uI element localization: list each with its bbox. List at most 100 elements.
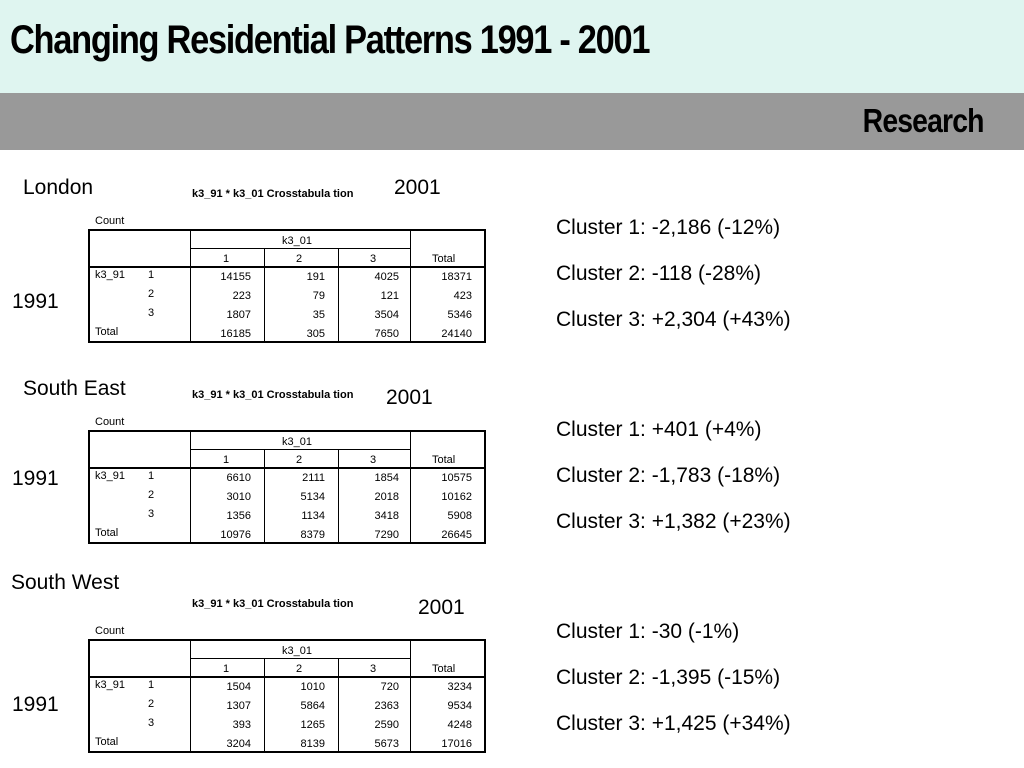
cluster-stat: Cluster 2: -1,783 (-18%)	[556, 464, 781, 487]
crosstab-table: k3_01 1 2 3 Total k3_91 1 2 3 Total 6610…	[88, 430, 486, 544]
cluster-stat: Cluster 2: -118 (-28%)	[556, 262, 762, 285]
table-cell: 3234	[447, 681, 472, 693]
table-cell: 5346	[447, 309, 472, 321]
page-title: Changing Residential Patterns 1991 - 200…	[10, 18, 650, 62]
table-cell: 10575	[441, 472, 472, 484]
region-label: London	[23, 176, 94, 199]
table-cell: 10162	[441, 491, 472, 503]
col-header: 3	[370, 253, 377, 265]
col-header: 1	[223, 253, 230, 265]
table-cell-total: 7650	[374, 328, 399, 340]
col-header: 2	[296, 454, 303, 466]
col-var-header: k3_01	[282, 436, 312, 448]
table-cell-total: 17016	[441, 738, 472, 750]
table-cell: 223	[232, 290, 251, 302]
year-1991-label: 1991	[12, 290, 59, 313]
table-cell-total: 5673	[374, 738, 399, 750]
table-cell: 35	[312, 309, 325, 321]
col-header: 1	[223, 454, 230, 466]
table-cell-total: 10976	[220, 529, 251, 541]
row-var-label: k3_91	[95, 269, 125, 281]
table-cell-total: 26645	[441, 529, 472, 541]
col-header: 2	[296, 663, 303, 675]
row-var-label: k3_91	[95, 679, 125, 691]
row-label: 3	[148, 307, 155, 319]
table-cell: 5908	[447, 510, 472, 522]
table-cell: 4025	[374, 271, 399, 283]
cluster-stat: Cluster 1: +401 (+4%)	[556, 418, 762, 441]
table-cell: 393	[232, 719, 251, 731]
table-cell-total: 16185	[220, 328, 251, 340]
table-cell: 1010	[300, 681, 325, 693]
col-header-total: Total	[432, 253, 456, 265]
row-label: 3	[148, 717, 155, 729]
cluster-stat: Cluster 3: +1,425 (+34%)	[556, 712, 791, 735]
table-cell: 121	[380, 290, 399, 302]
col-header-total: Total	[432, 663, 456, 675]
table-cell: 5864	[300, 700, 325, 712]
table-cell-total: 8379	[300, 529, 325, 541]
title-band	[0, 0, 1024, 93]
year-2001-label: 2001	[394, 176, 441, 199]
year-2001-label: 2001	[418, 596, 465, 619]
row-label: 2	[148, 288, 155, 300]
table-cell: 1807	[226, 309, 251, 321]
table-cell: 5134	[300, 491, 325, 503]
table-cell: 1134	[301, 510, 325, 522]
col-header: 1	[223, 663, 230, 675]
table-cell: 2018	[374, 491, 399, 503]
col-header-total: Total	[432, 454, 456, 466]
table-cell-total: 7290	[374, 529, 399, 541]
crosstab-title: k3_91 * k3_01 Crosstabula tion	[192, 389, 354, 401]
cluster-stat: Cluster 1: -30 (-1%)	[556, 620, 740, 643]
table-cell: 2363	[374, 700, 399, 712]
cluster-stat: Cluster 2: -1,395 (-15%)	[556, 666, 781, 689]
table-cell: 9534	[447, 700, 472, 712]
table-cell: 423	[453, 290, 472, 302]
table-cell: 3418	[374, 510, 399, 522]
row-label: 2	[148, 698, 155, 710]
table-cell: 4248	[447, 719, 472, 731]
region-label: South West	[11, 571, 120, 594]
total-row-label: Total	[95, 326, 119, 338]
col-header: 3	[370, 454, 377, 466]
table-cell: 14155	[220, 271, 251, 283]
table-cell-total: 305	[306, 328, 325, 340]
count-label: Count	[95, 215, 125, 227]
table-cell: 1265	[300, 719, 325, 731]
col-var-header: k3_01	[282, 645, 312, 657]
table-cell: 2590	[374, 719, 399, 731]
row-label: 1	[148, 269, 155, 281]
crosstab-table: k3_01 1 2 3 Total k3_91 1 2 3 Total 1504…	[88, 639, 486, 753]
row-label: 1	[148, 679, 155, 691]
count-label: Count	[95, 416, 125, 428]
row-label: 3	[148, 508, 155, 520]
year-1991-label: 1991	[12, 467, 59, 490]
table-cell-total: 24140	[441, 328, 472, 340]
year-2001-label: 2001	[386, 386, 433, 409]
table-cell: 1356	[226, 510, 251, 522]
table-cell: 191	[306, 271, 325, 283]
table-cell: 79	[312, 290, 325, 302]
region-label: South East	[23, 377, 126, 400]
count-label: Count	[95, 625, 125, 637]
cluster-stat: Cluster 1: -2,186 (-12%)	[556, 216, 781, 239]
page-subtitle: Research	[863, 102, 985, 139]
table-cell-total: 8139	[300, 738, 325, 750]
table-cell: 6610	[226, 472, 251, 484]
subtitle-band	[0, 93, 1024, 150]
table-cell: 1854	[374, 472, 399, 484]
cluster-stat: Cluster 3: +2,304 (+43%)	[556, 308, 791, 331]
table-cell: 1504	[226, 681, 251, 693]
col-header: 2	[296, 253, 303, 265]
cluster-stat: Cluster 3: +1,382 (+23%)	[556, 510, 791, 533]
crosstab-table: k3_01 1 2 3 Total k3_91 1 2 3 Total 1415…	[88, 229, 486, 343]
crosstab-title: k3_91 * k3_01 Crosstabula tion	[192, 188, 354, 200]
total-row-label: Total	[95, 736, 119, 748]
col-var-header: k3_01	[282, 235, 312, 247]
table-cell: 1307	[226, 700, 251, 712]
table-cell: 720	[380, 681, 399, 693]
row-var-label: k3_91	[95, 470, 125, 482]
crosstab-title: k3_91 * k3_01 Crosstabula tion	[192, 598, 354, 610]
col-header: 3	[370, 663, 377, 675]
